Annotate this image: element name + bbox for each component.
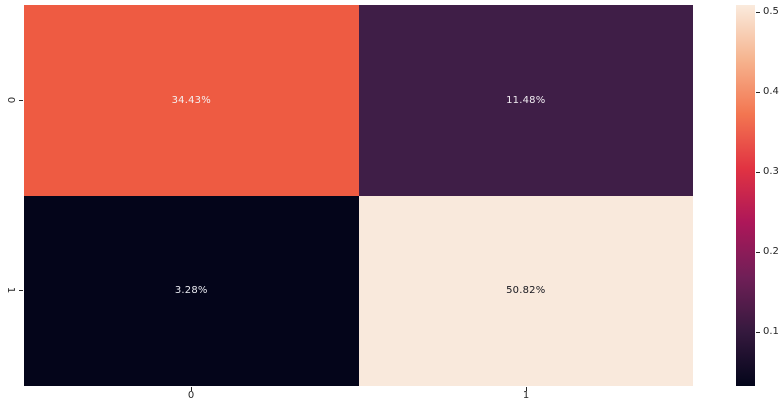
x-tick-label-0: 0 — [187, 390, 195, 401]
colorbar-tick-label: 0.5 — [763, 6, 779, 17]
heatmap-grid: 34.43% 11.48% 3.28% 50.82% — [24, 5, 693, 386]
cell-value-label: 3.28% — [174, 285, 208, 297]
y-tick-label-0: 0 — [5, 96, 16, 104]
colorbar-tick-label: 0.3 — [763, 166, 779, 177]
cell-value-label: 50.82% — [506, 285, 546, 297]
colorbar-tick-mark — [756, 332, 760, 333]
colorbar-tick-mark — [756, 92, 760, 93]
y-tick-label-1: 1 — [5, 286, 16, 294]
x-tick-label-1: 1 — [522, 390, 530, 401]
heatmap-cell-1-1: 50.82% — [358, 195, 693, 386]
colorbar-tick-label: 0.4 — [763, 86, 779, 97]
cell-value-label: 34.43% — [171, 94, 211, 106]
x-tick-mark-0 — [191, 387, 192, 391]
colorbar-tick-mark — [756, 12, 760, 13]
heatmap-cell-0-0: 34.43% — [24, 5, 359, 196]
cell-value-label: 11.48% — [506, 94, 546, 106]
colorbar-tick-label: 0.2 — [763, 246, 779, 257]
x-tick-mark-1 — [526, 387, 527, 391]
colorbar-tick-mark — [756, 252, 760, 253]
colorbar-tick-label: 0.1 — [763, 326, 779, 337]
y-tick-mark-0 — [19, 100, 23, 101]
heatmap-cell-1-0: 3.28% — [24, 195, 359, 386]
heatmap-cell-0-1: 11.48% — [358, 5, 693, 196]
colorbar-tick-mark — [756, 172, 760, 173]
colorbar — [736, 5, 755, 386]
y-tick-mark-1 — [19, 290, 23, 291]
